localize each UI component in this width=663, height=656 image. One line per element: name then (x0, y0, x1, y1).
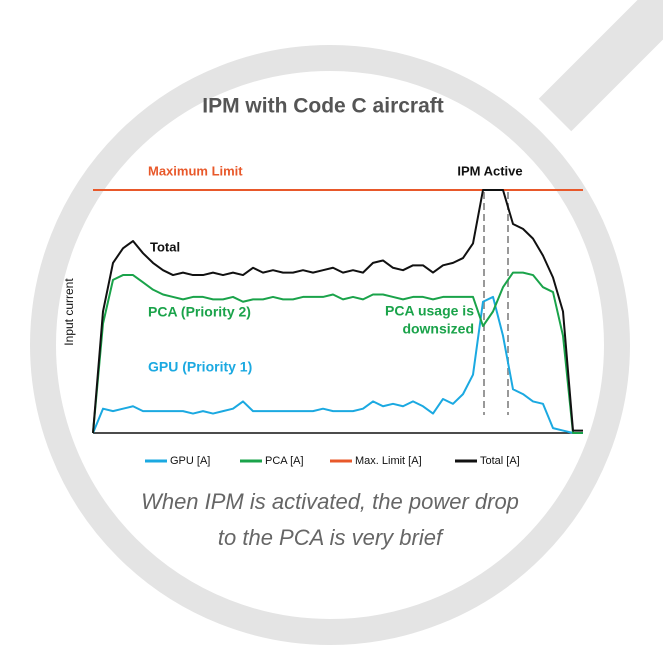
series-line (92, 189, 583, 434)
caption: When IPM is activated, the power drop (141, 489, 519, 514)
annotation: PCA (Priority 2) (148, 304, 251, 320)
legend-label: GPU [A] (170, 455, 210, 467)
magnifier-handle (538, 0, 663, 132)
caption: to the PCA is very brief (218, 525, 445, 550)
plot (92, 189, 583, 434)
magnifier-ring (30, 45, 630, 645)
y-axis-label: Input current (62, 278, 76, 346)
legend-label: PCA [A] (265, 455, 304, 467)
legend: GPU [A] PCA [A] Max. Limit [A] Total [A] (145, 455, 520, 467)
annotation: downsized (402, 321, 474, 337)
annotation: PCA usage is (385, 303, 474, 319)
annotation: GPU (Priority 1) (148, 359, 252, 375)
legend-label: Max. Limit [A] (355, 455, 422, 467)
series-line (92, 295, 583, 434)
series-line (92, 271, 583, 434)
annotation: IPM Active (457, 163, 522, 178)
chart-title: IPM with Code C aircraft (202, 95, 444, 118)
annotation: Total (150, 239, 180, 254)
legend-label: Total [A] (480, 455, 520, 467)
annotation: Maximum Limit (148, 163, 243, 178)
